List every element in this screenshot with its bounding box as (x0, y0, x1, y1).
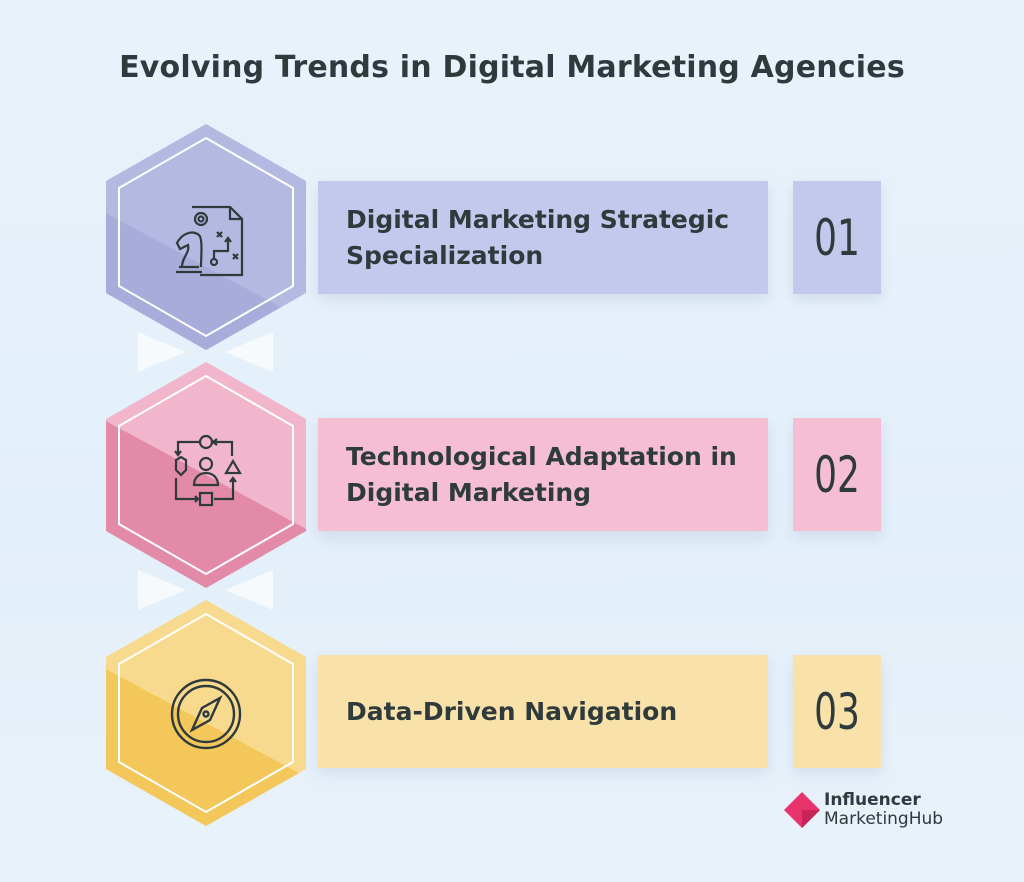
trend-number-2: 02 (793, 418, 881, 531)
trend-label-line1: Technological Adaptation in (346, 441, 737, 471)
hexagon-2 (106, 362, 306, 588)
trend-label-line1: Data-Driven Navigation (346, 696, 678, 726)
logo-line2: MarketingHub (824, 809, 944, 829)
hexagon-3 (106, 600, 306, 826)
trend-number-1: 01 (793, 181, 881, 294)
connector-arrows (138, 570, 273, 610)
hexagon-1 (106, 124, 306, 350)
trend-label-line2: Digital Marketing (346, 477, 592, 507)
trend-label-line2: Specialization (346, 240, 544, 270)
user-workflow-shapes-icon (174, 434, 242, 507)
connector-arrows (138, 332, 273, 372)
strategy-chess-document-icon (175, 205, 244, 277)
trend-card-3: Data-Driven Navigation (318, 655, 768, 768)
influencer-marketing-hub-logo: Influencer MarketingHub (782, 790, 962, 830)
page-title: Evolving Trends in Digital Marketing Age… (119, 50, 905, 85)
trend-card-2: Technological Adaptation in Digital Mark… (318, 418, 768, 531)
trend-label-line1: Digital Marketing Strategic (346, 204, 730, 234)
logo-line1: Influencer (824, 790, 921, 810)
logo-mark-icon (784, 792, 820, 828)
trend-number-3: 03 (793, 655, 881, 768)
trend-card-1: Digital Marketing Strategic Specializati… (318, 181, 768, 294)
compass-icon (170, 678, 242, 750)
